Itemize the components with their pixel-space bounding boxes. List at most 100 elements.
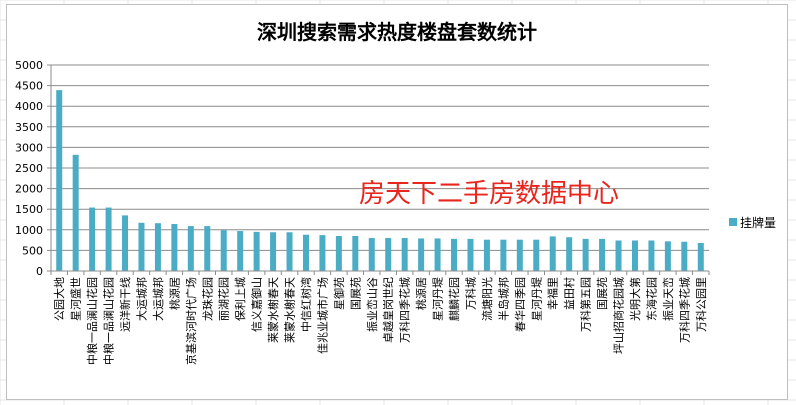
x-tick-label: 万科第五园 [579,277,593,332]
bar[interactable] [122,215,129,271]
x-tick-label: 光明大第 [628,277,642,321]
bar[interactable] [697,242,704,271]
bar[interactable] [89,207,96,271]
y-tick-label: 1500 [15,203,43,216]
bar[interactable] [549,236,556,271]
x-tick-label: 国展苑 [596,277,609,310]
bar[interactable] [220,230,227,271]
y-tick-label: 1000 [15,224,43,237]
bar[interactable] [56,90,63,271]
x-tick-label: 半岛城邦 [496,277,510,321]
x-tick-label: 坪山招商花园城 [612,277,626,354]
bar[interactable] [451,238,458,271]
x-tick-label: 中粮一品澜山花园 [85,277,99,365]
bar[interactable] [253,231,260,271]
bar[interactable] [286,232,293,271]
bar[interactable] [467,238,474,271]
y-tick-label: 4000 [15,100,43,113]
x-tick-label: 佳兆业城市广场 [315,277,329,354]
x-tick-label: 麒麟花园 [447,277,461,321]
x-tick-label: 大运城邦 [134,277,148,321]
x-tick-label: 万科四季花城 [398,277,412,343]
x-tick-label: 中粮一品澜山花园 [102,277,116,365]
y-tick-label: 0 [36,265,43,278]
x-tick-label: 幸福里 [546,277,560,310]
legend: 挂牌量 [729,216,776,230]
x-tick-label: 远洋新干线 [118,277,132,332]
bars [56,90,704,271]
x-tick-label: 信义嘉御山 [250,277,264,332]
horizontal-gridlines [51,64,709,272]
x-tick-label: 卓越皇岗世纪 [381,277,395,343]
x-tick-label: 桃源居 [414,277,428,310]
x-tick-label: 万科公园里 [694,277,708,332]
bar[interactable] [302,234,309,271]
bar[interactable] [319,235,326,271]
x-tick-label: 莱蒙水榭春天 [283,277,297,343]
bar[interactable] [352,235,359,271]
bar[interactable] [418,238,425,271]
x-tick-label: 星河丹堤 [432,277,445,321]
y-axis: 0 500 1000 1500 2000 2500 3000 3500 4000 4500 5000 [15,59,52,278]
x-tick-label: 龙珠花园 [200,277,214,321]
bar[interactable] [582,238,589,271]
y-tick-label: 3500 [15,121,43,134]
bar[interactable] [154,223,161,271]
x-tick-label: 国展苑 [349,277,362,310]
bar[interactable] [237,231,244,271]
y-tick-label: 500 [22,244,43,257]
bar[interactable] [368,238,375,271]
x-tick-label: 保利上城 [233,277,247,321]
y-tick-label: 2500 [15,162,43,175]
bar[interactable] [500,239,507,271]
x-tick-label: 万科城 [463,277,477,310]
x-tick-label: 益田村 [562,277,576,310]
x-tick-label: 星御苑 [332,277,346,310]
bar[interactable] [681,241,688,271]
bar[interactable] [533,239,540,271]
x-tick-label: 大运城邦 [151,277,165,321]
bar[interactable] [385,238,392,271]
bar[interactable] [566,237,573,271]
bar[interactable] [105,207,112,271]
bar[interactable] [72,154,79,271]
chart-area[interactable]: 深圳搜索需求热度楼盘套数统计 0 500 1000 1500 2000 2500 3000 3… [6,4,788,400]
legend-label: 挂牌量 [740,216,776,230]
bar[interactable] [270,232,277,271]
y-tick-label: 5000 [15,59,43,72]
bar[interactable] [187,226,194,271]
bar[interactable] [631,240,638,271]
bar[interactable] [335,235,342,271]
bar[interactable] [138,222,145,271]
x-tick-label: 星河盛世 [69,277,83,321]
bar[interactable] [434,238,441,271]
chart-title: 深圳搜索需求热度楼盘套数统计 [257,20,537,44]
y-tick-label: 4500 [15,80,43,93]
x-axis: 公园大地 星河盛世 中粮一品澜山花园 中粮一品澜山花园 远洋新干线 大运城邦 大运城邦 桃源居… [50,270,710,365]
x-tick-label: 中信红树湾 [299,277,313,332]
bar[interactable] [401,238,408,271]
legend-swatch [729,218,737,226]
x-tick-label: 桃源居 [167,277,181,310]
x-tick-label: 东海花园 [644,277,658,321]
x-tick-label: 星河丹堤 [530,277,543,321]
bar[interactable] [664,241,671,271]
x-tick-label: 公园大地 [52,277,66,321]
bar[interactable] [599,238,606,271]
x-tick-label: 振业峦山谷 [365,277,379,332]
bar[interactable] [483,239,490,271]
bar-chart: 深圳搜索需求热度楼盘套数统计 0 500 1000 1500 2000 2500 3000 3… [15,20,776,365]
x-tick-label: 万科四季花城 [677,277,691,343]
y-tick-label: 3000 [15,141,43,154]
x-tick-label: 京基滨河时代广场 [184,277,198,365]
bar[interactable] [648,240,655,271]
bar[interactable] [516,239,523,271]
x-tick-label: 丽湖花园 [218,277,231,321]
bar[interactable] [204,226,211,271]
bar[interactable] [171,224,178,271]
watermark-text: 房天下二手房数据中心 [359,179,619,209]
bar[interactable] [615,240,622,271]
x-tick-label: 春华四季园 [513,277,527,332]
x-tick-label: 振业天峦 [661,277,675,321]
